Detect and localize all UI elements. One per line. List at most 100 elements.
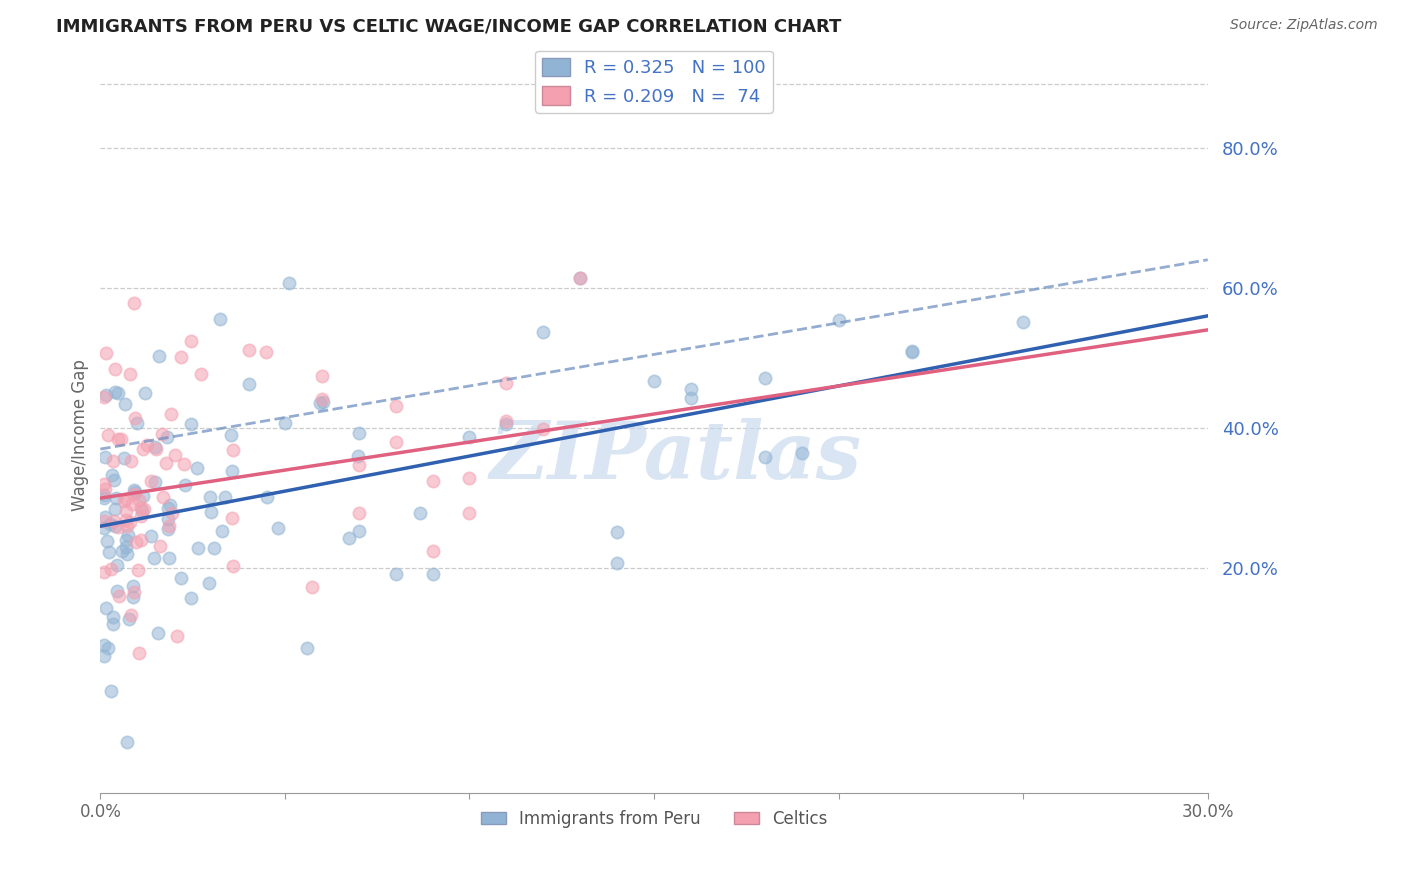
- Point: [679, 392, 702, 406]
- Point: [118, 367, 141, 381]
- Point: [143, 475, 166, 489]
- Point: [93, 566, 115, 580]
- Point: [134, 502, 156, 516]
- Point: [104, 362, 127, 376]
- Point: [495, 417, 517, 431]
- Point: [165, 448, 187, 462]
- Point: [422, 567, 444, 582]
- Point: [103, 474, 125, 488]
- Point: [569, 271, 592, 285]
- Point: [384, 435, 406, 450]
- Point: [115, 504, 138, 518]
- Point: [107, 432, 129, 446]
- Point: [277, 276, 299, 290]
- Point: [124, 295, 146, 310]
- Point: [122, 590, 145, 604]
- Point: [152, 490, 174, 504]
- Point: [458, 506, 481, 520]
- Point: [569, 271, 592, 285]
- Point: [97, 640, 120, 655]
- Text: Source: ZipAtlas.com: Source: ZipAtlas.com: [1230, 18, 1378, 32]
- Point: [170, 350, 193, 364]
- Point: [309, 396, 332, 410]
- Point: [422, 544, 444, 558]
- Point: [93, 648, 115, 663]
- Point: [238, 376, 260, 391]
- Point: [103, 515, 125, 529]
- Point: [297, 641, 319, 656]
- Point: [131, 504, 153, 518]
- Point: [114, 396, 136, 410]
- Point: [531, 422, 554, 436]
- Point: [211, 524, 233, 538]
- Point: [115, 734, 138, 748]
- Point: [606, 525, 628, 540]
- Point: [148, 350, 170, 364]
- Point: [202, 541, 225, 556]
- Point: [311, 392, 333, 406]
- Point: [754, 371, 776, 385]
- Point: [121, 498, 143, 512]
- Point: [98, 544, 121, 558]
- Point: [347, 426, 370, 441]
- Point: [124, 410, 146, 425]
- Point: [132, 489, 155, 503]
- Point: [754, 450, 776, 465]
- Point: [117, 527, 139, 541]
- Point: [198, 490, 221, 504]
- Point: [149, 539, 172, 553]
- Point: [143, 440, 166, 454]
- Point: [495, 414, 517, 428]
- Text: IMMIGRANTS FROM PERU VS CELTIC WAGE/INCOME GAP CORRELATION CHART: IMMIGRANTS FROM PERU VS CELTIC WAGE/INCO…: [56, 18, 842, 36]
- Point: [531, 325, 554, 339]
- Point: [347, 507, 370, 521]
- Point: [122, 487, 145, 501]
- Point: [347, 449, 370, 463]
- Point: [159, 408, 181, 422]
- Point: [112, 451, 135, 466]
- Point: [155, 456, 177, 470]
- Point: [100, 562, 122, 576]
- Point: [679, 382, 702, 396]
- Point: [200, 504, 222, 518]
- Point: [274, 416, 297, 430]
- Point: [180, 417, 202, 432]
- Point: [97, 428, 120, 442]
- Point: [174, 478, 197, 492]
- Point: [114, 540, 136, 554]
- Point: [238, 343, 260, 357]
- Point: [120, 607, 142, 622]
- Point: [122, 585, 145, 599]
- Point: [141, 475, 163, 489]
- Point: [118, 516, 141, 530]
- Point: [131, 509, 153, 524]
- Point: [115, 533, 138, 547]
- Point: [114, 493, 136, 508]
- Point: [125, 535, 148, 549]
- Point: [159, 498, 181, 512]
- Point: [139, 529, 162, 543]
- Point: [100, 467, 122, 482]
- Point: [94, 510, 117, 524]
- Point: [142, 551, 165, 566]
- Point: [179, 334, 201, 349]
- Point: [94, 387, 117, 401]
- Point: [458, 430, 481, 444]
- Point: [134, 386, 156, 401]
- Point: [101, 610, 124, 624]
- Point: [409, 506, 432, 520]
- Point: [222, 559, 245, 574]
- Point: [128, 646, 150, 660]
- Point: [156, 501, 179, 516]
- Point: [186, 461, 208, 475]
- Point: [311, 395, 333, 409]
- Point: [790, 446, 813, 460]
- Point: [495, 376, 517, 390]
- Point: [173, 457, 195, 471]
- Point: [111, 544, 134, 558]
- Point: [221, 464, 243, 478]
- Point: [157, 550, 180, 565]
- Point: [256, 490, 278, 504]
- Point: [96, 534, 118, 549]
- Point: [93, 488, 115, 502]
